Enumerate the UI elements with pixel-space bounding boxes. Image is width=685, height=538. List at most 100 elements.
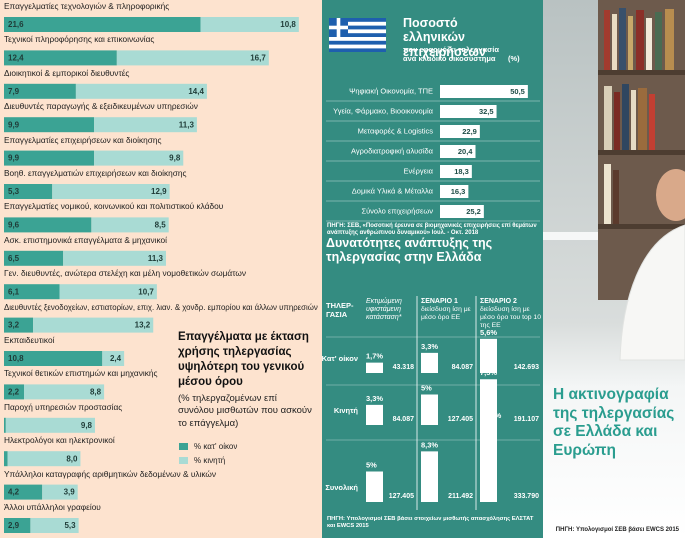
category-label: Ασκ. επιστημονικά επαγγέλματα & μηχανικο…: [4, 234, 167, 245]
value-label: 8,5: [155, 221, 167, 230]
bar: [440, 85, 528, 98]
source: ΠΗΓΗ: Υπολογισμοί ΣΕΒ βάσει στοιχείων μι…: [327, 516, 534, 529]
series-name: Εκτιμώμενη υφιστάμενη κατάσταση*: [366, 298, 402, 322]
legend-swatch: [179, 443, 188, 450]
category-label: Κατ' οίκον: [322, 354, 358, 363]
value-label: 2,4: [110, 354, 122, 363]
panel-subtitle: που εφαρμόζει τηλεργασία ανά κλαδικό οικ…: [403, 45, 499, 63]
book: [604, 164, 611, 224]
value-label: 5%: [366, 460, 377, 469]
value-label: 25,2: [466, 207, 481, 216]
count-label: 333.790: [514, 493, 539, 500]
bar-segment: [102, 351, 125, 366]
photo: [543, 0, 685, 361]
category-label: Συνολική: [325, 483, 358, 492]
bar-segment: [4, 250, 64, 266]
legend-swatch: [179, 457, 188, 464]
count-label: 127.405: [448, 416, 473, 423]
category-label: Παροχή υπηρεσιών προστασίας: [4, 401, 123, 412]
bar-segment: [4, 484, 43, 500]
bar-segment: [116, 50, 269, 66]
value-label: 8,3%: [421, 440, 438, 449]
bar-segment: [63, 250, 166, 266]
book: [604, 86, 612, 150]
bar-segment: [24, 384, 105, 400]
bar: [421, 394, 438, 425]
panel-title: Δυνατότητες ανάπτυξης της τηλεργασίας στ…: [326, 236, 493, 265]
desk-edge: [543, 232, 598, 240]
value-label: 7,5%: [480, 368, 497, 377]
bar-segment: [7, 451, 81, 467]
bar-segment: [4, 351, 103, 366]
count-label: 142.693: [514, 364, 539, 371]
value-label: 6,1: [8, 287, 20, 296]
bar-segment: [200, 17, 299, 32]
book: [613, 170, 619, 224]
value-label: 16,3: [451, 187, 466, 196]
category-label: Κινητή: [334, 406, 359, 415]
series-description: διείσδυση ίση με μέσο όρο ΕΕ: [421, 306, 471, 321]
bar: [440, 205, 484, 218]
category-label: Διοικητικοί & εμπορικοί διευθυντές: [4, 67, 130, 78]
bar-segment: [30, 518, 79, 533]
count-label: 84.087: [393, 416, 415, 423]
headline: Η ακτινογραφία της τηλεργασίας σε Ελλάδα…: [553, 386, 675, 459]
category-label: Γεν. διευθυντές, ανώτερα στελέχη και μέλ…: [4, 268, 247, 279]
book: [646, 18, 652, 70]
category-label: Σύνολο επιχειρήσεων: [361, 206, 433, 215]
value-label: 3,3%: [366, 394, 383, 403]
value-label: 13,2: [135, 321, 151, 330]
legend-label: % κατ' οίκον: [194, 442, 237, 451]
bar: [440, 185, 469, 198]
book: [631, 90, 636, 150]
count-label: 43.318: [393, 364, 415, 371]
count-label: 127.405: [389, 493, 414, 500]
value-label: 20,4: [458, 147, 473, 156]
value-label: 3,9: [64, 488, 76, 497]
bar-segment: [4, 384, 25, 400]
value-label: 9,9: [8, 154, 20, 163]
bar: [440, 105, 497, 118]
book: [649, 94, 655, 150]
bar-segment: [4, 284, 60, 300]
value-label: 5,6%: [480, 328, 497, 337]
bar: [366, 404, 383, 425]
bar-segment: [5, 417, 96, 433]
value-label: 18,3: [454, 167, 469, 176]
value-label: 2,2: [8, 388, 20, 397]
category-label: Υγεία, Φάρμακο, Βιοοικονομία: [333, 106, 434, 115]
category-label: Υπάλληλοι καταγραφής αριθμητικών δεδομέν…: [4, 468, 217, 479]
category-label: Επαγγελματίες νομικού, κοινωνικού και πο…: [4, 201, 224, 212]
bar-segment: [94, 150, 184, 166]
bar-segment: [4, 451, 8, 467]
bar-segment: [52, 184, 170, 199]
value-label: 10,8: [280, 20, 296, 29]
value-label: 10,7: [138, 287, 154, 296]
legend-label: % κινητή: [194, 456, 225, 465]
category-label: Επαγγελματίες τεχνολογιών & πληροφορικής: [4, 1, 170, 11]
box-title: Επαγγέλματα με έκταση χρήσης τηλεργασίας…: [178, 331, 309, 388]
value-label: 32,5: [479, 107, 494, 116]
greek-flag: [329, 18, 386, 52]
flag-cross: [329, 25, 348, 30]
value-label: 9,6: [8, 221, 20, 230]
book: [665, 9, 674, 70]
shelf-board: [598, 70, 685, 75]
category-label: Διευθυντές παραγωγής & εξειδικευμένων υπ…: [4, 101, 198, 112]
bar: [366, 362, 383, 373]
bar-segment: [33, 317, 154, 333]
value-label: 50,5: [510, 87, 525, 96]
unit-label: (%): [508, 54, 520, 63]
value-label: 12,4: [8, 54, 24, 63]
book: [604, 10, 610, 70]
category-label: Μεταφορές & Logistics: [358, 126, 434, 135]
category-label: Επαγγελματίες επιχειρήσεων και διοίκησης: [4, 134, 162, 145]
bar: [366, 471, 383, 502]
category-label: Εκπαιδευτικοί: [4, 335, 55, 345]
bar-segment: [59, 284, 157, 300]
bar: [480, 422, 497, 502]
value-label: 8,8: [90, 388, 102, 397]
source: ΠΗΓΗ: Υπολογισμοί ΣΕΒ βάσει EWCS 2015: [555, 527, 679, 533]
bar: [480, 338, 497, 373]
category-label: Ψηφιακή Οικονομία, ΤΠΕ: [349, 86, 433, 95]
